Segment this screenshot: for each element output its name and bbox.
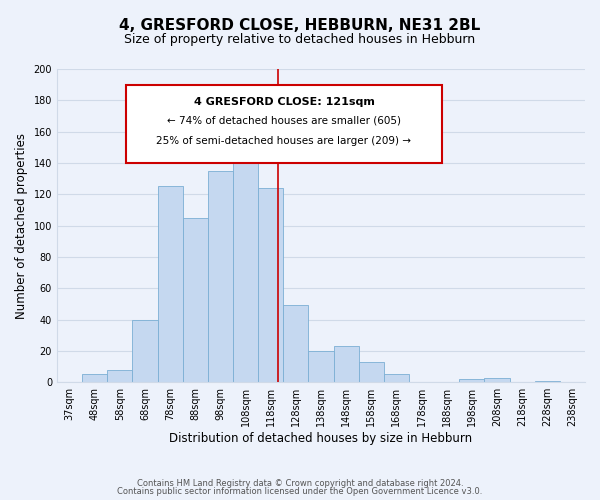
Bar <box>233 124 258 382</box>
Text: Contains HM Land Registry data © Crown copyright and database right 2024.: Contains HM Land Registry data © Crown c… <box>137 478 463 488</box>
Bar <box>459 379 484 382</box>
Bar <box>308 351 334 382</box>
Bar <box>107 370 133 382</box>
Bar <box>182 218 208 382</box>
Bar <box>133 320 158 382</box>
Bar <box>258 188 283 382</box>
Bar <box>334 346 359 382</box>
FancyBboxPatch shape <box>125 84 442 163</box>
Y-axis label: Number of detached properties: Number of detached properties <box>15 132 28 318</box>
Bar <box>82 374 107 382</box>
Bar <box>484 378 509 382</box>
Text: 4 GRESFORD CLOSE: 121sqm: 4 GRESFORD CLOSE: 121sqm <box>194 97 374 107</box>
Bar <box>384 374 409 382</box>
Bar <box>208 171 233 382</box>
Text: Contains public sector information licensed under the Open Government Licence v3: Contains public sector information licen… <box>118 487 482 496</box>
Bar <box>535 380 560 382</box>
Bar <box>359 362 384 382</box>
Text: 25% of semi-detached houses are larger (209) →: 25% of semi-detached houses are larger (… <box>157 136 412 146</box>
Bar <box>283 306 308 382</box>
Text: Size of property relative to detached houses in Hebburn: Size of property relative to detached ho… <box>124 32 476 46</box>
X-axis label: Distribution of detached houses by size in Hebburn: Distribution of detached houses by size … <box>169 432 473 445</box>
Text: ← 74% of detached houses are smaller (605): ← 74% of detached houses are smaller (60… <box>167 116 401 126</box>
Bar <box>158 186 182 382</box>
Text: 4, GRESFORD CLOSE, HEBBURN, NE31 2BL: 4, GRESFORD CLOSE, HEBBURN, NE31 2BL <box>119 18 481 32</box>
